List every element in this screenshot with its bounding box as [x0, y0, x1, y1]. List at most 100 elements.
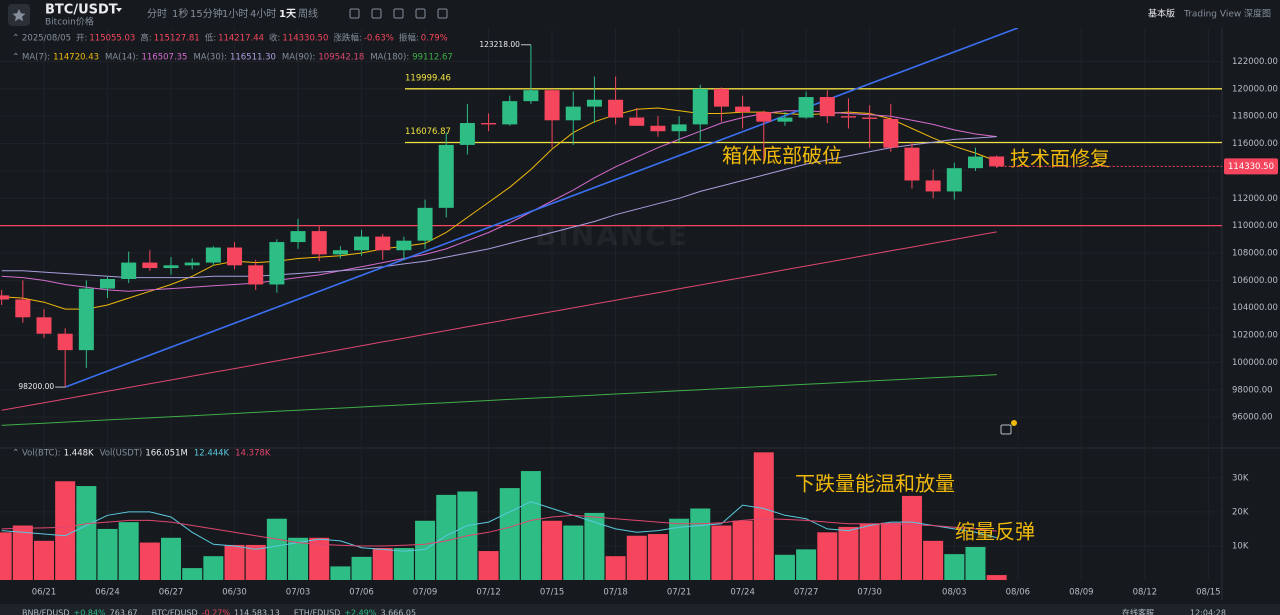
- ohlc-label: 高:: [140, 33, 151, 44]
- candle-body: [0, 295, 10, 300]
- candle-body: [417, 207, 433, 241]
- support-link[interactable]: 在线客服: [1122, 608, 1154, 615]
- candle-body: [375, 236, 391, 251]
- level-label: 116076.87: [405, 127, 451, 137]
- toolbar-icon[interactable]: [437, 8, 448, 19]
- volume-bar: [986, 575, 1007, 580]
- toolbar-icon[interactable]: [393, 8, 404, 19]
- volume-bar: [161, 537, 182, 580]
- interval-tab[interactable]: 周线: [298, 7, 318, 20]
- candle-body: [735, 106, 751, 113]
- star-icon[interactable]: [8, 4, 30, 26]
- ma-label: MA(90):: [282, 53, 315, 63]
- ticker-price: 114,583.13: [234, 609, 280, 615]
- candle-body: [121, 262, 137, 279]
- collapse-arrow[interactable]: ⌃: [12, 34, 20, 44]
- x-tick-label: 08/12: [1133, 588, 1158, 598]
- volume-bar: [796, 549, 817, 580]
- symbol-dropdown[interactable]: [116, 8, 122, 12]
- ticker-symbol[interactable]: BNB/FDUSD: [22, 609, 70, 615]
- candle-body: [248, 265, 264, 285]
- ma-line: [1, 374, 997, 426]
- annotation: 箱体底部破位: [722, 144, 842, 168]
- volume-bar: [12, 525, 33, 580]
- interval-tab[interactable]: 4小时: [250, 8, 276, 20]
- collapse-arrow[interactable]: ⌃: [12, 53, 20, 63]
- candle-body: [459, 123, 475, 145]
- volume-bar: [118, 522, 139, 580]
- volume-bar: [626, 535, 647, 580]
- volume-bar: [415, 520, 436, 580]
- volume-bar: [182, 568, 203, 580]
- y-tick-label: 100000.00: [1232, 358, 1278, 368]
- toolbar-icon[interactable]: [371, 8, 382, 19]
- candle-body: [290, 231, 306, 243]
- clock: 12:04:28: [1190, 609, 1226, 615]
- volume-bar: [0, 532, 12, 580]
- candle-body: [396, 240, 412, 251]
- vol-label: Vol(BTC):: [22, 449, 61, 459]
- candle-body: [311, 231, 327, 255]
- ohlc-value: -0.63%: [364, 34, 394, 44]
- ticker-symbol[interactable]: ETH/FDUSD: [294, 609, 341, 615]
- volume-bar: [817, 532, 838, 580]
- collapse-arrow[interactable]: ⌃: [12, 449, 20, 459]
- candle-body: [481, 123, 497, 125]
- symbol[interactable]: BTC/USDT: [45, 3, 118, 18]
- x-tick-label: 07/18: [603, 588, 628, 598]
- candle-body: [36, 317, 52, 334]
- volume-bar: [584, 512, 605, 580]
- volume-bar: [923, 540, 944, 580]
- candle-body: [205, 247, 221, 263]
- candle-body: [629, 117, 645, 126]
- interval-tab[interactable]: 1秒: [172, 7, 188, 20]
- y-tick-label: 120000.00: [1232, 84, 1278, 94]
- candle-body: [100, 278, 116, 289]
- candle-body: [840, 116, 856, 118]
- volume-bar: [97, 528, 118, 580]
- volume-bar: [372, 548, 393, 580]
- grid: [0, 28, 1222, 580]
- candle-body: [756, 112, 772, 122]
- y-tick-label: 30K: [1232, 473, 1249, 483]
- toolbar-icon[interactable]: [349, 8, 360, 19]
- volume-bar: [436, 494, 457, 580]
- ticker-change: +2.49%: [344, 609, 377, 615]
- volume-bar: [965, 546, 986, 580]
- x-tick-label: 07/27: [794, 588, 819, 598]
- vol-value: 166.051M: [145, 449, 187, 459]
- x-tick-label: 08/06: [1006, 588, 1031, 598]
- x-tick-label: 07/15: [540, 588, 565, 598]
- ticker-price: 3,666.05: [380, 609, 416, 615]
- volume-bar: [478, 551, 499, 580]
- ohlc-date: 2025/08/05: [22, 34, 71, 44]
- ohlc-value: 115055.03: [89, 34, 135, 44]
- view-tab[interactable]: Trading View: [1183, 10, 1241, 20]
- x-tick-label: 07/12: [476, 588, 501, 598]
- view-tab[interactable]: 深度图: [1244, 8, 1271, 20]
- ma-label: MA(14):: [105, 53, 138, 63]
- volume-bar: [76, 486, 97, 580]
- x-tick-label: 08/09: [1069, 588, 1094, 598]
- annotation: 缩量反弹: [955, 520, 1035, 544]
- chart-icon[interactable]: [1000, 424, 1012, 435]
- view-tab[interactable]: 基本版: [1148, 8, 1175, 20]
- x-tick-label: 07/09: [413, 588, 438, 598]
- toolbar-icon[interactable]: [415, 8, 426, 19]
- y-tick-label: 112000.00: [1232, 194, 1278, 204]
- volume-bar: [859, 523, 880, 580]
- interval-tab[interactable]: 15分钟: [190, 7, 223, 20]
- interval-tab[interactable]: 1小时: [222, 8, 248, 20]
- y-tick-label: 108000.00: [1232, 248, 1278, 258]
- volume-bar: [309, 537, 330, 580]
- interval-tab[interactable]: 1天: [279, 8, 297, 20]
- ohlc-value: 115127.81: [154, 34, 200, 44]
- volume-bar: [901, 495, 922, 580]
- x-tick-label: 07/24: [730, 588, 755, 598]
- interval-tab[interactable]: 分时: [147, 8, 167, 20]
- ticker-symbol[interactable]: BTC/FDUSD: [152, 609, 198, 615]
- volume-bar: [224, 544, 245, 580]
- volume-bar: [944, 554, 965, 580]
- volume-bar: [838, 526, 859, 580]
- volume-bar: [351, 556, 372, 580]
